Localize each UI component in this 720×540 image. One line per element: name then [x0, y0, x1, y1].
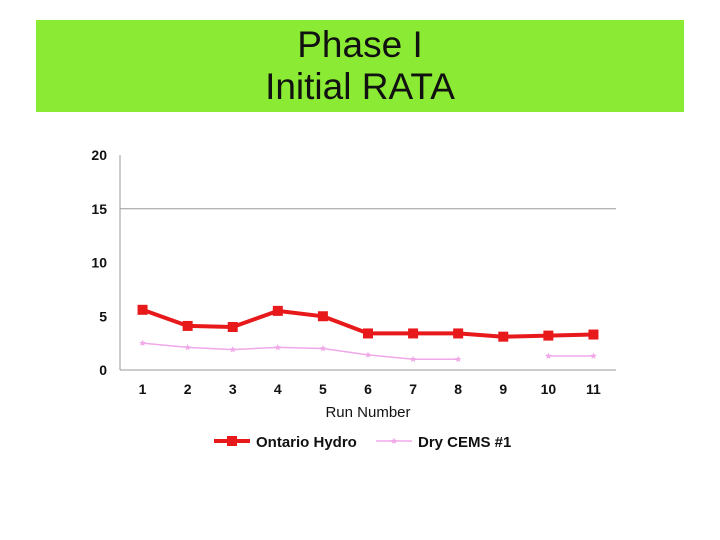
x-tick-label: 1	[139, 381, 147, 397]
x-tick-label: 10	[541, 381, 557, 397]
x-axis-title: Run Number	[325, 404, 410, 421]
y-tick-label: 5	[99, 308, 107, 324]
slide-title-line-1: Phase I	[297, 24, 423, 65]
data-point-marker	[409, 355, 417, 363]
x-tick-label: 6	[364, 381, 372, 397]
legend-item: Ontario Hydro	[214, 434, 357, 451]
y-tick-label: 15	[91, 201, 107, 217]
data-point-marker	[182, 320, 193, 331]
legend-item: Dry CEMS #1	[376, 434, 511, 451]
data-point-marker	[317, 311, 328, 322]
series-dry-cems-1	[139, 339, 597, 363]
x-tick-label: 5	[319, 381, 327, 397]
x-tick-label: 9	[499, 381, 507, 397]
data-point-marker	[364, 351, 372, 358]
y-tick-label: 10	[91, 255, 107, 271]
data-point-marker	[588, 329, 599, 340]
legend: Ontario Hydro Dry CEMS #1	[214, 434, 511, 451]
data-point-marker	[137, 304, 148, 315]
data-point-marker	[453, 328, 464, 339]
series-ontario-hydro	[137, 304, 599, 342]
data-point-marker	[229, 346, 237, 353]
data-point-marker	[274, 343, 282, 351]
series-line	[142, 342, 459, 361]
y-tick-label: 20	[91, 147, 107, 163]
legend-label: Dry CEMS #1	[418, 434, 511, 451]
plot-area	[119, 155, 616, 371]
data-point-marker	[139, 339, 146, 346]
x-tick-label: 3	[229, 381, 237, 397]
data-point-marker	[408, 328, 419, 339]
title-banner: Phase I Initial RATA	[36, 20, 684, 112]
x-tick-labels: 1 2 3 4 5 6 7 8 9 10 11	[139, 381, 601, 397]
data-point-marker	[390, 437, 398, 444]
data-point-marker	[498, 331, 509, 342]
x-tick-label: 11	[586, 381, 601, 397]
x-tick-label: 7	[409, 381, 417, 397]
x-tick-label: 4	[274, 381, 282, 397]
data-point-marker	[545, 352, 552, 359]
data-point-marker	[319, 345, 327, 352]
data-point-marker	[543, 330, 554, 341]
slide-title-line-2: Initial RATA	[265, 66, 455, 107]
x-tick-label: 8	[454, 381, 462, 397]
data-point-marker	[454, 355, 462, 363]
data-point-marker	[184, 343, 191, 351]
data-point-marker	[590, 352, 597, 359]
y-tick-labels: 0 5 10 15 20	[91, 147, 107, 378]
series-lines	[137, 304, 599, 363]
y-tick-label: 0	[99, 362, 107, 378]
data-point-marker	[227, 436, 237, 446]
data-point-marker	[272, 305, 283, 316]
data-point-marker	[227, 322, 238, 332]
legend-label: Ontario Hydro	[256, 434, 357, 451]
data-point-marker	[363, 328, 373, 339]
x-tick-label: 2	[184, 381, 192, 397]
